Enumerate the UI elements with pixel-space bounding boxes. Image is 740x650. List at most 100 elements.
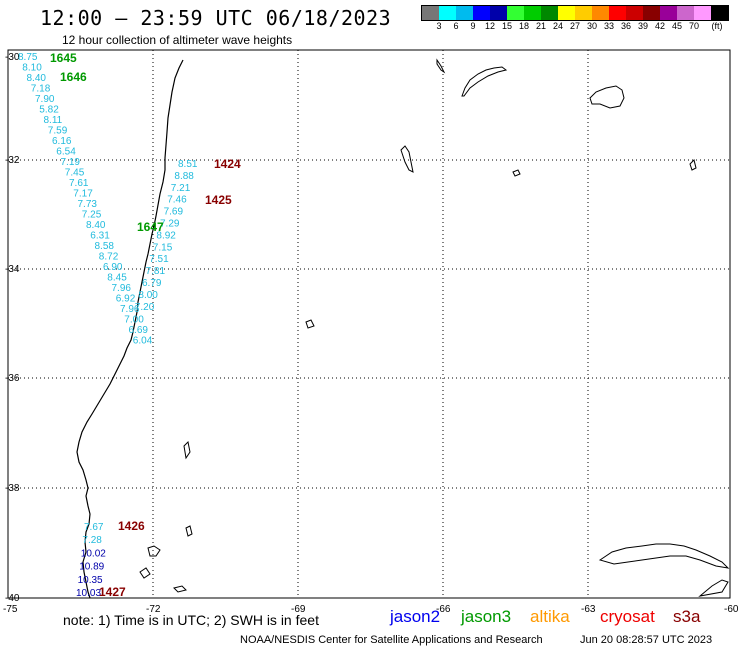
colorbar-swatch — [456, 6, 473, 20]
wave-height-label: 8.72 — [99, 252, 119, 263]
islands — [139, 58, 730, 597]
lat-label-40: -40 — [5, 593, 20, 604]
wave-height-label: 10.02 — [81, 548, 106, 559]
wave-height-label: 7.51 — [149, 254, 169, 265]
wave-height-label: 8.51 — [178, 159, 198, 170]
lon-label-69: -69 — [291, 604, 306, 615]
colorbar-label: 3 — [436, 21, 442, 31]
wave-height-label: 8.40 — [86, 220, 106, 231]
wave-height-label: 6.16 — [52, 136, 72, 147]
legend-jason3: jason3 — [461, 607, 512, 626]
colorbar-label: 30 — [586, 21, 598, 31]
lon-label-63: -63 — [581, 604, 596, 615]
colorbar-swatch — [609, 6, 626, 20]
wave-height-label: 7.59 — [48, 126, 68, 137]
page-title: 12:00 – 23:59 UTC 06/18/2023 — [40, 6, 392, 30]
time-label-1425: 1425 — [205, 193, 232, 207]
lat-label-34: -34 — [5, 264, 20, 275]
wave-height-label: 8.40 — [27, 73, 47, 84]
wave-height-label: 7.17 — [73, 189, 93, 200]
lon-label-75: -75 — [3, 604, 18, 615]
chile-coastline — [76, 59, 184, 599]
time-label-1646: 1646 — [60, 70, 87, 84]
wave-height-label: 7.81 — [146, 266, 166, 277]
colorbar-swatch — [677, 6, 694, 20]
footer-credit: NOAA/NESDIS Center for Satellite Applica… — [240, 634, 543, 646]
wave-height-label: 8.11 — [44, 115, 63, 126]
wave-height-colorbar — [421, 5, 729, 21]
footer-note: note: 1) Time is in UTC; 2) SWH is in fe… — [63, 612, 319, 628]
colorbar-label: 6 — [453, 21, 459, 31]
colorbar-label: (ft) — [711, 21, 723, 31]
colorbar-swatch — [541, 6, 558, 20]
lon-label-66: -66 — [436, 604, 451, 615]
time-label-1426: 1426 — [118, 519, 145, 533]
colorbar-label: 39 — [637, 21, 649, 31]
wave-height-label: 7.96 — [120, 304, 140, 315]
wave-height-label: 6.54 — [56, 147, 76, 158]
wave-height-label: 7.29 — [160, 219, 180, 230]
wave-height-label: 7.18 — [31, 84, 51, 95]
wave-height-label: 7.00 — [124, 315, 144, 326]
wave-height-label: 7.96 — [112, 283, 132, 294]
wave-height-label: 10.35 — [78, 575, 103, 586]
colorbar-label: 36 — [620, 21, 632, 31]
colorbar-label: 27 — [569, 21, 581, 31]
colorbar-label: 45 — [671, 21, 683, 31]
colorbar-label: 15 — [501, 21, 513, 31]
wave-height-label: 6.31 — [90, 231, 110, 242]
wave-height-label: 8.00 — [138, 290, 158, 301]
wave-height-label: 8.88 — [174, 171, 194, 182]
wave-height-label: 6.90 — [103, 262, 123, 273]
legend-jason2: jason2 — [390, 607, 441, 626]
colorbar-swatch — [575, 6, 592, 20]
colorbar-label: 33 — [603, 21, 615, 31]
map-frame — [7, 49, 731, 599]
footer-timestamp: Jun 20 08:28:57 UTC 2023 — [580, 634, 713, 646]
colorbar-swatch — [524, 6, 541, 20]
lat-label-38: -38 — [5, 483, 20, 494]
wave-height-label: 7.15 — [153, 242, 173, 253]
wave-height-label: 10.89 — [79, 562, 104, 573]
colorbar-swatch — [626, 6, 643, 20]
wave-height-label: 7.45 — [65, 168, 85, 179]
wave-height-label: 6.92 — [116, 294, 136, 305]
wave-height-label: 7.73 — [78, 199, 98, 210]
colorbar-swatch — [660, 6, 677, 20]
wave-height-label: 7.67 — [84, 522, 104, 533]
wave-height-label: 7.19 — [61, 157, 81, 168]
colorbar-swatch — [490, 6, 507, 20]
colorbar-label: 42 — [654, 21, 666, 31]
wave-height-label: 5.82 — [39, 105, 59, 116]
time-label-1424: 1424 — [214, 157, 241, 171]
wave-height-label: 8.45 — [107, 273, 127, 284]
wave-height-label: 7.61 — [69, 178, 89, 189]
lat-label-30: -30 — [5, 52, 20, 63]
colorbar-label: 12 — [484, 21, 496, 31]
legend-s3a: s3a — [673, 607, 701, 626]
colorbar-label: 24 — [552, 21, 564, 31]
wave-height-label: 10.03 — [76, 588, 101, 599]
wave-height-label: 7.90 — [35, 94, 55, 105]
track-east: 8.518.887.217.467.697.298.927.157.517.81… — [135, 159, 198, 313]
colorbar-swatch — [643, 6, 660, 20]
wave-height-label: 6.79 — [142, 278, 162, 289]
wave-height-label: 7.28 — [82, 535, 102, 546]
colorbar-swatch — [507, 6, 524, 20]
colorbar-swatch — [473, 6, 490, 20]
wave-height-label: 7.21 — [171, 183, 191, 194]
wave-height-label: 6.69 — [129, 325, 149, 336]
colorbar-label: 18 — [518, 21, 530, 31]
wave-height-label: 7.46 — [167, 195, 187, 206]
track-west: 8.758.108.407.187.905.828.117.596.166.54… — [18, 52, 153, 347]
track-south: 7.67 7.28 10.02 10.89 10.35 10.03 — [76, 522, 106, 599]
colorbar-label: 21 — [535, 21, 547, 31]
wave-height-label: 7.69 — [164, 207, 184, 218]
time-label-1647: 1647 — [137, 220, 164, 234]
wave-height-label: 7.25 — [82, 210, 102, 221]
legend-altika: altika — [530, 607, 570, 626]
wave-height-label: 6.04 — [133, 336, 153, 347]
colorbar-label: 70 — [688, 21, 700, 31]
wave-height-label: 8.58 — [95, 241, 115, 252]
colorbar-swatch — [592, 6, 609, 20]
